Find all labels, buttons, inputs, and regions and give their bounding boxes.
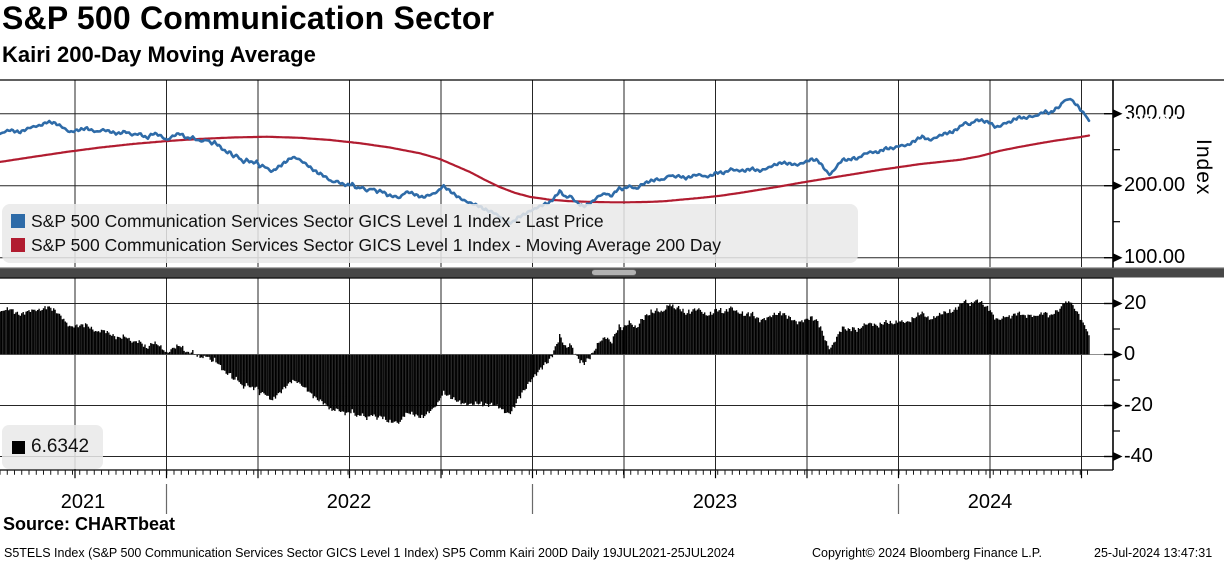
kairi-plot-area[interactable] [0, 278, 1113, 470]
legend-label: S&P 500 Communication Services Sector GI… [31, 210, 604, 231]
axis-tick-arrow-icon [1113, 452, 1123, 461]
page-title: S&P 500 Communication Sector [2, 0, 495, 36]
year-label-2024: 2024 [967, 491, 1013, 513]
axis-tick-arrow-icon [1113, 401, 1123, 410]
footer-copyright: Copyright© 2024 Bloomberg Finance L.P. [812, 546, 1042, 560]
ma-value-badge: 270.00 [1121, 135, 1180, 156]
ytick-neg20: -20 [1124, 394, 1153, 416]
ytick-300: 300.00 [1124, 102, 1186, 124]
year-label-2022: 2022 [326, 491, 372, 513]
page-subtitle: Kairi 200-Day Moving Average [2, 42, 316, 67]
price-value-badge: 287.91 [1122, 112, 1181, 133]
moving-average-line [0, 134, 1091, 204]
legend-label: S&P 500 Communication Services Sector GI… [31, 234, 721, 255]
legend-item-moving-average[interactable]: S&P 500 Communication Services Sector GI… [11, 233, 858, 257]
ytick-0: 0 [1124, 343, 1136, 365]
y-axis-title: Index [1192, 139, 1215, 196]
axis-tick-arrow-icon [1113, 350, 1123, 359]
ytick-100: 100.00 [1124, 246, 1186, 268]
year-label-2023: 2023 [692, 491, 738, 513]
source-line: Source: CHARTbeat [3, 514, 176, 534]
legend: S&P 500 Communication Services Sector GI… [2, 204, 858, 263]
axis-tick-arrow-icon [1113, 181, 1123, 191]
ytick-neg40: -40 [1124, 445, 1153, 467]
last-price-swatch-icon [11, 214, 25, 228]
kairi-legend-value: 6.6342 [31, 436, 90, 457]
axis-tick-arrow-icon [1113, 299, 1123, 308]
footer-datetime: 25-Jul-2024 13:47:31 [1094, 546, 1213, 560]
moving-average-swatch-icon [11, 238, 25, 252]
footer-security-info: S5TELS Index (S&P 500 Communication Serv… [4, 546, 735, 560]
panel-resize-handle[interactable] [592, 269, 636, 276]
legend-item-last-price[interactable]: S&P 500 Communication Services Sector GI… [11, 209, 858, 233]
axis-tick-arrow-icon [1113, 253, 1123, 263]
kairi-value-badge: 6.6342 [1130, 327, 1190, 348]
ytick-20: 20 [1124, 292, 1147, 314]
ytick-200: 200.00 [1124, 174, 1186, 196]
kairi-legend: 6.6342 [2, 425, 103, 469]
last-price-line [0, 97, 1091, 225]
year-label-2021: 2021 [60, 491, 106, 513]
kairi-swatch-icon [12, 440, 25, 454]
axis-tick-arrow-icon [1113, 109, 1123, 119]
kairi-bars [0, 299, 1090, 424]
